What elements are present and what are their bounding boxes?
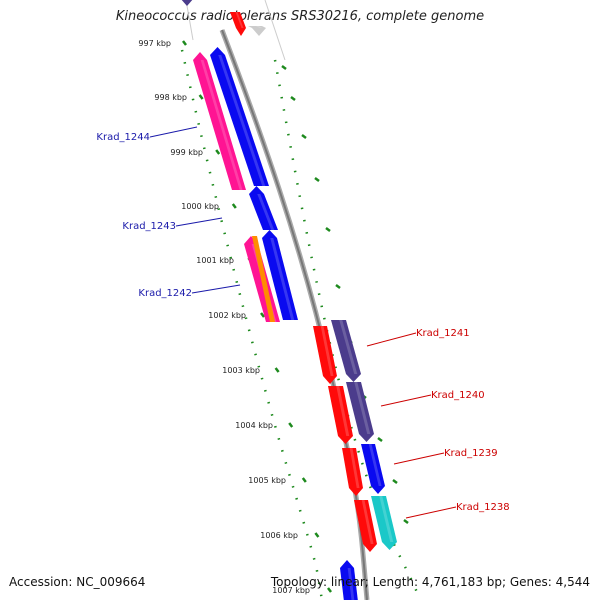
gene-krad-1238-cds bbox=[371, 496, 397, 550]
gene-krad-1240-cds-shine bbox=[354, 382, 371, 434]
gene-krad-1239-shine bbox=[349, 448, 360, 488]
leader-line bbox=[380, 394, 432, 407]
tick-mark bbox=[325, 227, 331, 232]
gene-fragment-shine bbox=[347, 568, 355, 600]
tick-label: 997 kbp bbox=[138, 39, 171, 48]
leader-line bbox=[191, 284, 241, 294]
genome-summary-text: Topology: linear; Length: 4,761,183 bp; … bbox=[270, 575, 590, 589]
tick-mark bbox=[327, 587, 332, 593]
gene-krad-1242-cds-shine bbox=[270, 238, 295, 320]
gene-fragment bbox=[248, 26, 266, 36]
tick-mark bbox=[314, 532, 320, 538]
gene-krad-1238-shine bbox=[361, 500, 374, 544]
tick-mark bbox=[335, 284, 341, 289]
gene-krad-1242-cds bbox=[262, 230, 298, 320]
gene-krad-1239-cds bbox=[361, 444, 385, 494]
gene-fragment-shine bbox=[255, 26, 263, 28]
gene-krad-1241 bbox=[313, 326, 337, 384]
gene-label-forward: Krad_1242 bbox=[138, 288, 192, 299]
tick-mark bbox=[301, 134, 307, 139]
gene-krad-1244-cds-shine bbox=[218, 55, 266, 186]
gene-krad-1239 bbox=[342, 448, 363, 496]
tick-label: 1004 kbp bbox=[235, 421, 273, 430]
tick-label: 1007 kbp bbox=[272, 586, 310, 595]
gene-krad-1241-shine bbox=[320, 326, 334, 376]
tick-label: 1001 kbp bbox=[196, 256, 234, 265]
tick-mark bbox=[392, 479, 398, 484]
reverse-strand-guide bbox=[273, 59, 422, 600]
gene-fragment bbox=[340, 560, 358, 600]
gene-label-reverse: Krad_1239 bbox=[444, 448, 498, 459]
gene-krad-1244 bbox=[193, 52, 246, 190]
gene-label-reverse: Krad_1238 bbox=[456, 502, 510, 513]
tick-mark bbox=[198, 94, 204, 100]
tick-mark bbox=[301, 477, 307, 483]
tick-mark bbox=[290, 96, 296, 101]
gene-krad-1243-shine bbox=[257, 194, 275, 230]
tick-mark bbox=[288, 422, 294, 428]
tick-mark bbox=[182, 40, 187, 46]
gene-krad-1241-cds bbox=[331, 320, 361, 382]
gene-krad-1242-stripe bbox=[252, 236, 275, 322]
guide-edge bbox=[264, 0, 286, 61]
tick-mark bbox=[231, 203, 237, 209]
gene-label-forward: Krad_1243 bbox=[122, 221, 176, 232]
gene-krad-1239-cds-shine bbox=[368, 444, 382, 486]
gene-krad-1241-cds-shine bbox=[339, 320, 358, 374]
tick-mark bbox=[314, 177, 320, 182]
tick-label: 998 kbp bbox=[154, 93, 187, 102]
tick-mark bbox=[274, 367, 280, 373]
gene-label-reverse: Krad_1241 bbox=[416, 328, 470, 339]
leader-line bbox=[405, 506, 457, 519]
tick-label: 1000 kbp bbox=[181, 202, 219, 211]
gene-krad-1238-cds-shine bbox=[379, 496, 394, 542]
gene-krad-1240-shine bbox=[336, 386, 350, 436]
map-title: Kineococcus radiotolerans SRS30216, comp… bbox=[115, 9, 485, 24]
gene-label-reverse: Krad_1240 bbox=[431, 390, 485, 401]
tick-label: 999 kbp bbox=[170, 148, 203, 157]
guide-edge bbox=[185, 0, 194, 41]
tick-mark bbox=[377, 437, 383, 442]
tick-label: 1003 kbp bbox=[222, 366, 260, 375]
leader-line bbox=[393, 452, 445, 465]
gene-fragment bbox=[230, 12, 246, 36]
leader-line bbox=[366, 332, 417, 347]
gene-fragment-shine bbox=[235, 12, 244, 28]
gene-krad-1240-cds bbox=[346, 382, 374, 442]
tick-mark bbox=[403, 519, 409, 524]
gene-krad-1244-cds bbox=[210, 47, 269, 186]
tick-label: 1002 kbp bbox=[208, 311, 246, 320]
tick-mark bbox=[281, 65, 287, 70]
gene-krad-1238 bbox=[354, 500, 377, 552]
leader-line bbox=[149, 126, 198, 138]
forward-strand-guide bbox=[180, 49, 324, 600]
gene-fragment bbox=[181, 0, 193, 6]
gene-krad-1243 bbox=[249, 186, 278, 230]
tick-label: 1006 kbp bbox=[260, 531, 298, 540]
gene-krad-1244-shine bbox=[200, 60, 243, 190]
tick-label: 1005 kbp bbox=[248, 476, 286, 485]
tick-mark bbox=[215, 149, 221, 155]
accession-text: Accession: NC_009664 bbox=[9, 575, 146, 589]
gene-label-forward: Krad_1244 bbox=[96, 132, 150, 143]
tick-mark bbox=[260, 312, 265, 318]
leader-line bbox=[175, 217, 223, 227]
gene-krad-1240 bbox=[328, 386, 353, 444]
